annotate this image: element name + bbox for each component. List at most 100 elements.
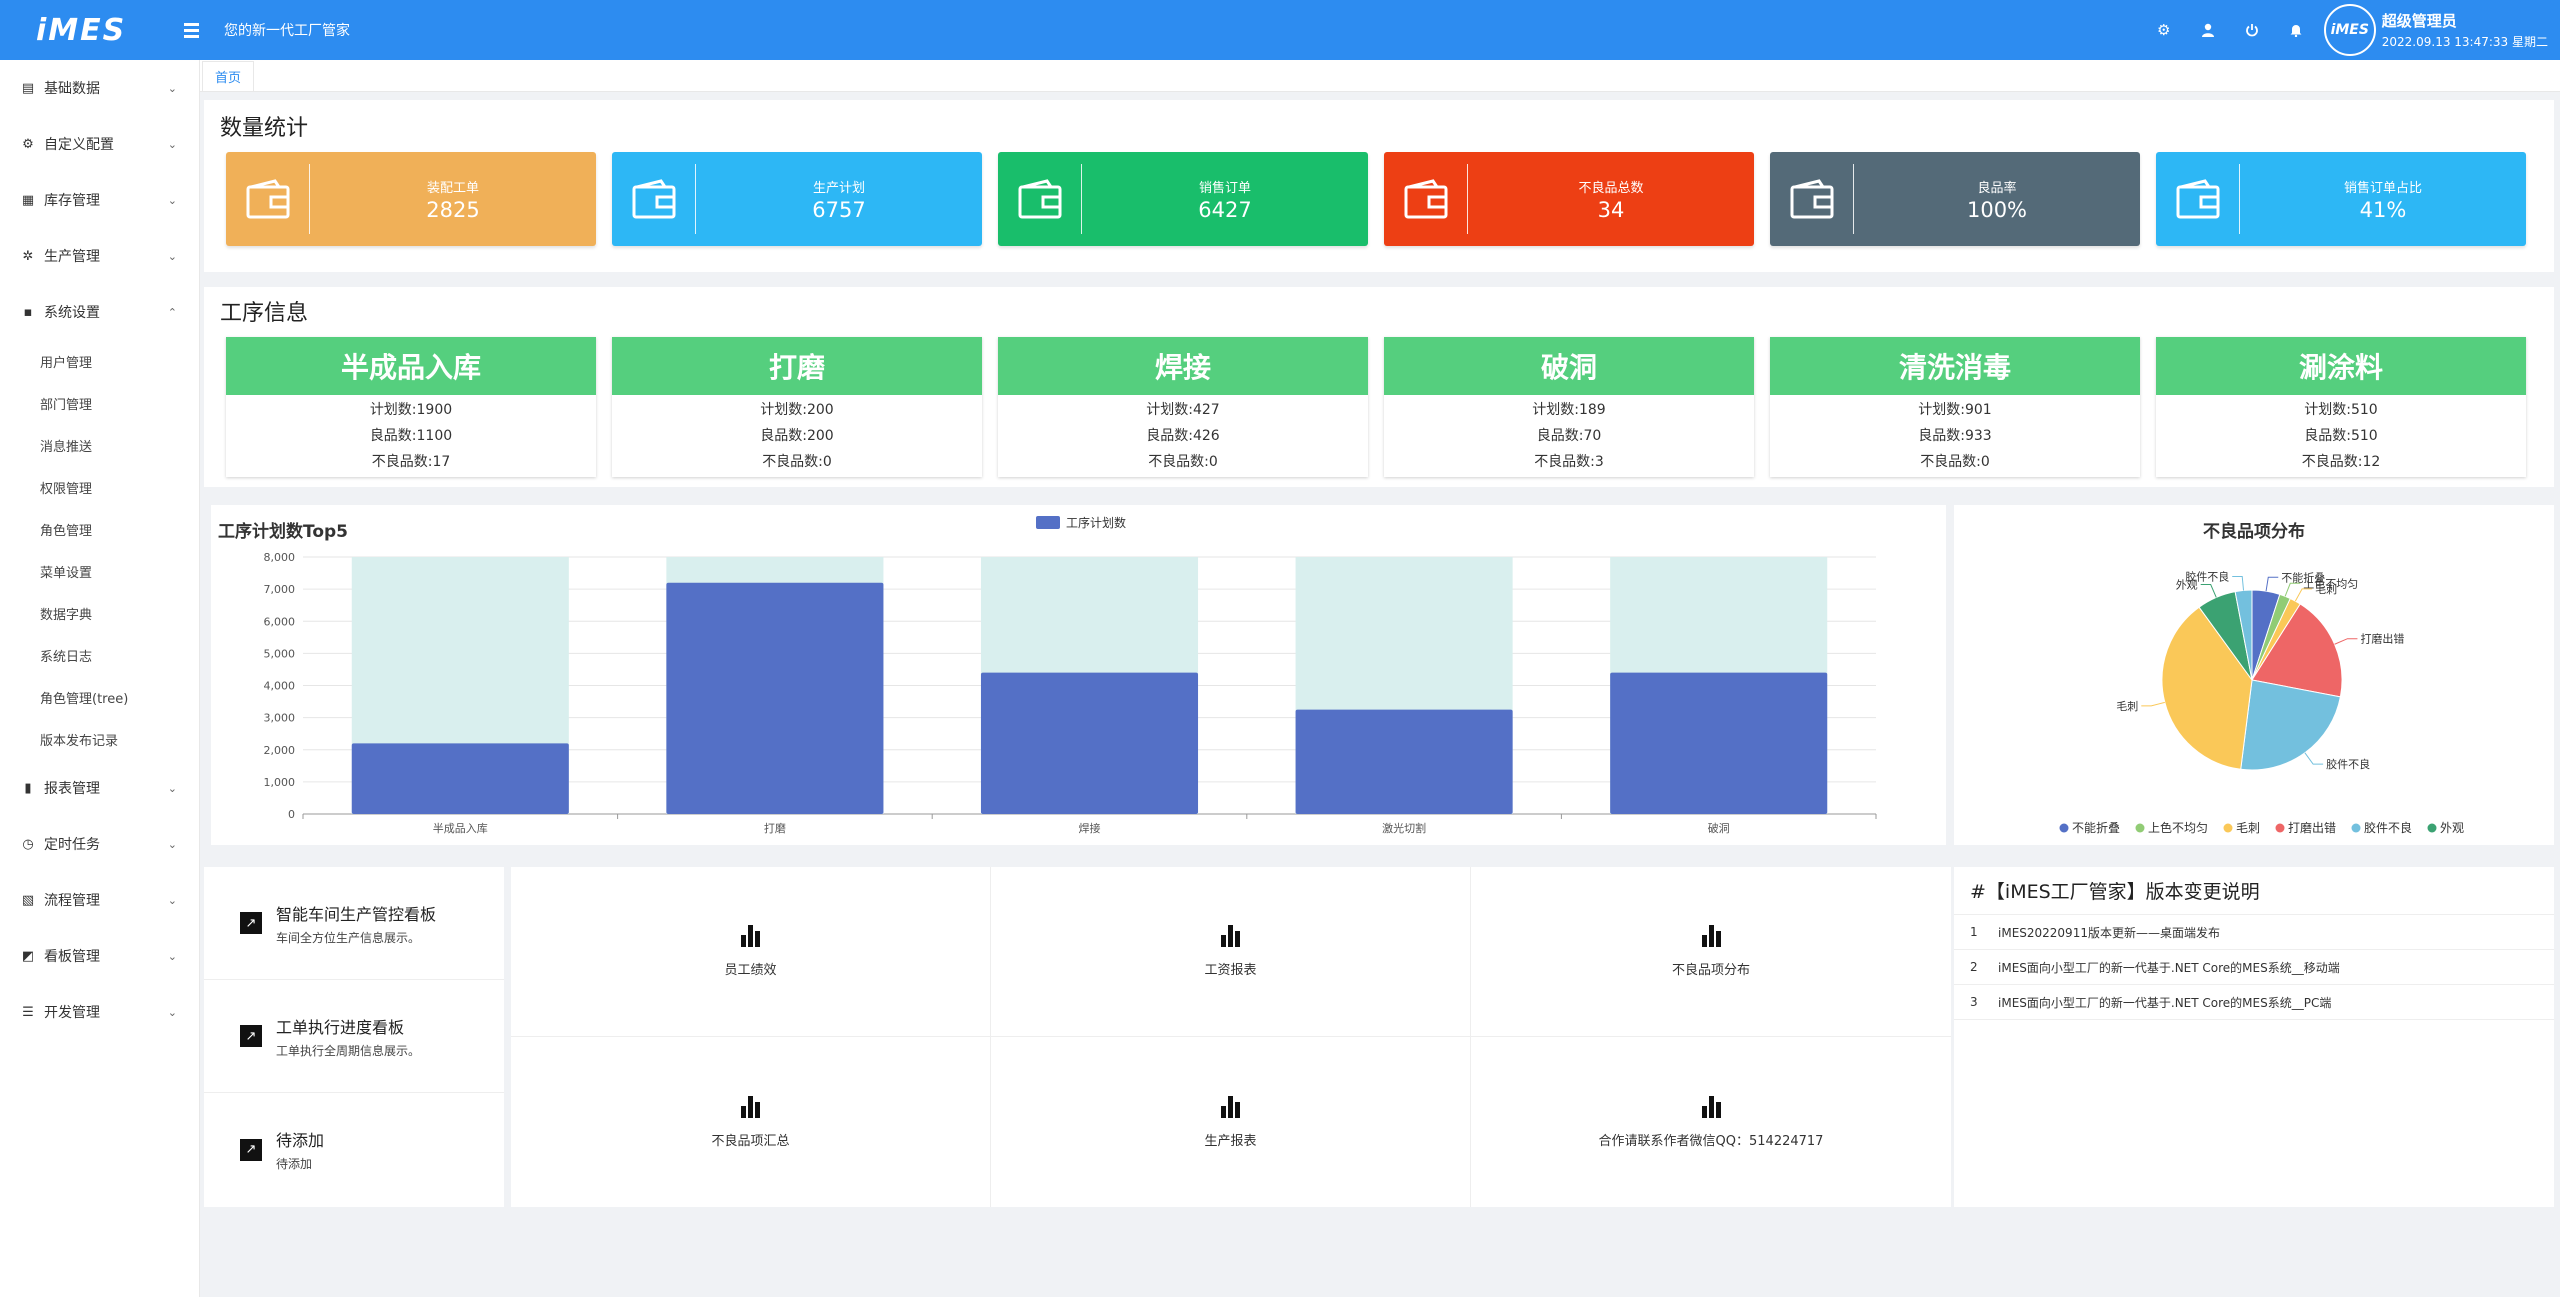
stats-panel: 数量统计 装配工单 2825 生产计划 6757 销售订单 6427 不良品总数 34 良品率 1… <box>204 100 2554 272</box>
stat-card[interactable]: 装配工单 2825 <box>226 152 596 246</box>
pie-slice[interactable] <box>2251 603 2343 698</box>
stat-card[interactable]: 销售订单 6427 <box>998 152 1368 246</box>
sidebar-item-inventory[interactable]: ▦ 库存管理 ⌄ <box>21 192 177 210</box>
pie-slice[interactable] <box>2240 679 2341 771</box>
pie-label-line <box>2334 638 2358 645</box>
version-title: #【iMES工厂管家】版本变更说明 <box>1954 867 2554 915</box>
submenu-roles[interactable]: 角色管理 <box>40 523 93 539</box>
stat-card[interactable]: 良品率 100% <box>1770 152 2140 246</box>
sidebar-item-production[interactable]: ✲ 生产管理 ⌄ <box>0 228 199 284</box>
user-icon[interactable] <box>2186 0 2230 60</box>
bell-icon[interactable] <box>2274 0 2318 60</box>
inventory-icon: ▦ <box>21 192 35 208</box>
process-good: 良品数:933 <box>1918 428 1992 444</box>
pie-legend-swatch[interactable] <box>2275 823 2285 833</box>
process-card: 半成品入库 计划数:1900 良品数:1100 不良品数:17 <box>226 337 596 477</box>
menu-toggle-icon[interactable] <box>184 22 208 38</box>
grid-icon: ▪ <box>23 304 33 320</box>
tab-bar: 首页 <box>200 60 2560 92</box>
submenu-roles-tree[interactable]: 角色管理(tree) <box>40 691 129 707</box>
bar-chart-icon <box>1701 1095 1721 1118</box>
version-row[interactable]: 1 iMES20220911版本更新——桌面端发布 <box>1954 915 2554 950</box>
sidebar-item-boards[interactable]: ◩ 看板管理 ⌄ <box>21 948 177 966</box>
sidebar-item-development[interactable]: ☰ 开发管理 ⌄ <box>0 984 199 1040</box>
slogan: 您的新一代工厂管家 <box>224 23 350 39</box>
pie-label-line <box>2141 701 2165 707</box>
board-entry-pending[interactable]: ↗ 待添加 待添加 <box>204 1093 504 1206</box>
submenu-system-log[interactable]: 系统日志 <box>40 649 93 665</box>
version-row[interactable]: 3 iMES面向小型工厂的新一代基于.NET Core的MES系统__PC端 <box>1954 985 2554 1020</box>
settings-icon: ⚙ <box>22 136 34 152</box>
y-tick-label: 1,000 <box>264 776 296 789</box>
report-salary[interactable]: 工资报表 <box>991 867 1471 1037</box>
pie-legend-swatch[interactable] <box>2427 823 2437 833</box>
submenu-menu-settings[interactable]: 菜单设置 <box>40 565 93 581</box>
sidebar-item-scheduled-tasks[interactable]: ◷ 定时任务 ⌄ <box>0 816 199 872</box>
top-right-tools: ⚙ iMES 超级管理员 2022.09.13 13:47:33 星期二 <box>2142 0 2548 60</box>
submenu-release-records[interactable]: 版本发布记录 <box>40 733 119 749</box>
pie-label-line <box>2304 752 2324 765</box>
stat-card[interactable]: 销售订单占比 41% <box>2156 152 2526 246</box>
report-defect-distribution[interactable]: 不良品项分布 <box>1471 867 1951 1037</box>
avatar[interactable]: iMES <box>2323 4 2376 56</box>
sidebar-item-workflow[interactable]: ▧ 流程管理 ⌄ <box>21 892 177 910</box>
bar[interactable] <box>1610 672 1828 814</box>
bar-legend-swatch[interactable] <box>1036 516 1060 529</box>
stat-label: 装配工单 <box>426 180 479 196</box>
pie-legend-swatch[interactable] <box>2223 823 2233 833</box>
bar[interactable] <box>351 743 569 814</box>
bar[interactable] <box>980 672 1199 814</box>
pie-slice-label: 毛刺 <box>2315 583 2337 596</box>
stat-card[interactable]: 不良品总数 34 <box>1384 152 1754 246</box>
report-contact[interactable]: 合作请联系作者微信QQ：514224717 <box>1471 1037 1951 1207</box>
user-info[interactable]: 超级管理员 2022.09.13 13:47:33 星期二 <box>2382 10 2548 50</box>
process-plan: 计划数:510 <box>2304 402 2378 418</box>
wallet-icon <box>612 164 696 234</box>
app-logo[interactable]: iMES <box>0 0 200 60</box>
chevron-up-icon: ⌃ <box>167 305 177 319</box>
stat-label: 不良品总数 <box>1578 180 1644 196</box>
power-icon[interactable] <box>2230 0 2274 60</box>
pie-legend-swatch[interactable] <box>2351 823 2361 833</box>
version-row[interactable]: 2 iMES面向小型工厂的新一代基于.NET Core的MES系统__移动端 <box>1954 950 2554 985</box>
submenu-user-management[interactable]: 用户管理 <box>40 355 93 371</box>
report-production[interactable]: 生产报表 <box>991 1037 1471 1207</box>
pie-slice-label: 毛刺 <box>2116 700 2138 713</box>
pie-slice-label: 胶件不良 <box>2326 757 2370 771</box>
x-tick-label: 焊接 <box>1079 821 1101 835</box>
pie-slice[interactable] <box>2234 589 2253 681</box>
report-defect-summary[interactable]: 不良品项汇总 <box>511 1037 991 1207</box>
bar[interactable] <box>1295 709 1513 814</box>
pie-label-line <box>2265 576 2279 592</box>
pie-legend-swatch[interactable] <box>2059 823 2069 833</box>
report-employee-performance[interactable]: 员工绩效 <box>511 867 991 1037</box>
clock-icon: ◷ <box>22 836 34 852</box>
process-plan: 计划数:200 <box>760 402 834 418</box>
submenu-data-dictionary[interactable]: 数据字典 <box>40 607 93 623</box>
pie-slice-label: 不能折叠 <box>2281 570 2325 584</box>
submenu-message-push[interactable]: 消息推送 <box>40 439 93 455</box>
process-bad: 不良品数:12 <box>2301 454 2381 470</box>
sidebar-item-reports[interactable]: ▮ 报表管理 ⌄ <box>0 760 199 816</box>
pie-legend-swatch[interactable] <box>2135 823 2145 833</box>
top-bar: iMES 您的新一代工厂管家 ⚙ iMES 超级管理员 2022.09.13 1… <box>0 0 2560 60</box>
sidebar-item-system-settings[interactable]: ▪ 系统设置 ⌃ <box>0 284 199 340</box>
bar[interactable] <box>666 582 884 814</box>
line-chart-icon: ↗ <box>240 1138 262 1161</box>
process-card: 清洗消毒 计划数:901 良品数:933 不良品数:0 <box>1770 337 2140 477</box>
sidebar-item-basic-data[interactable]: ▤ 基础数据 ⌄ <box>21 80 177 98</box>
stat-label: 良品率 <box>1977 180 2017 196</box>
submenu-department[interactable]: 部门管理 <box>40 397 93 413</box>
board-entry-workorder[interactable]: ↗ 工单执行进度看板 工单执行全周期信息展示。 <box>204 980 504 1093</box>
gear-icon[interactable]: ⚙ <box>2157 21 2171 39</box>
chevron-down-icon: ⌄ <box>167 837 177 851</box>
process-title: 工序信息 <box>220 301 309 326</box>
tab-home[interactable]: 首页 <box>202 61 255 91</box>
process-bad: 不良品数:3 <box>1534 454 1604 470</box>
sidebar-item-custom-config[interactable]: ⚙ 自定义配置 ⌄ <box>0 116 199 172</box>
stat-card[interactable]: 生产计划 6757 <box>612 152 982 246</box>
submenu-permissions[interactable]: 权限管理 <box>40 481 93 497</box>
bar-chart-icon <box>741 1095 760 1118</box>
process-name: 打磨 <box>612 337 982 395</box>
board-entry-workshop[interactable]: ↗ 智能车间生产管控看板 车间全方位生产信息展示。 <box>204 867 504 980</box>
